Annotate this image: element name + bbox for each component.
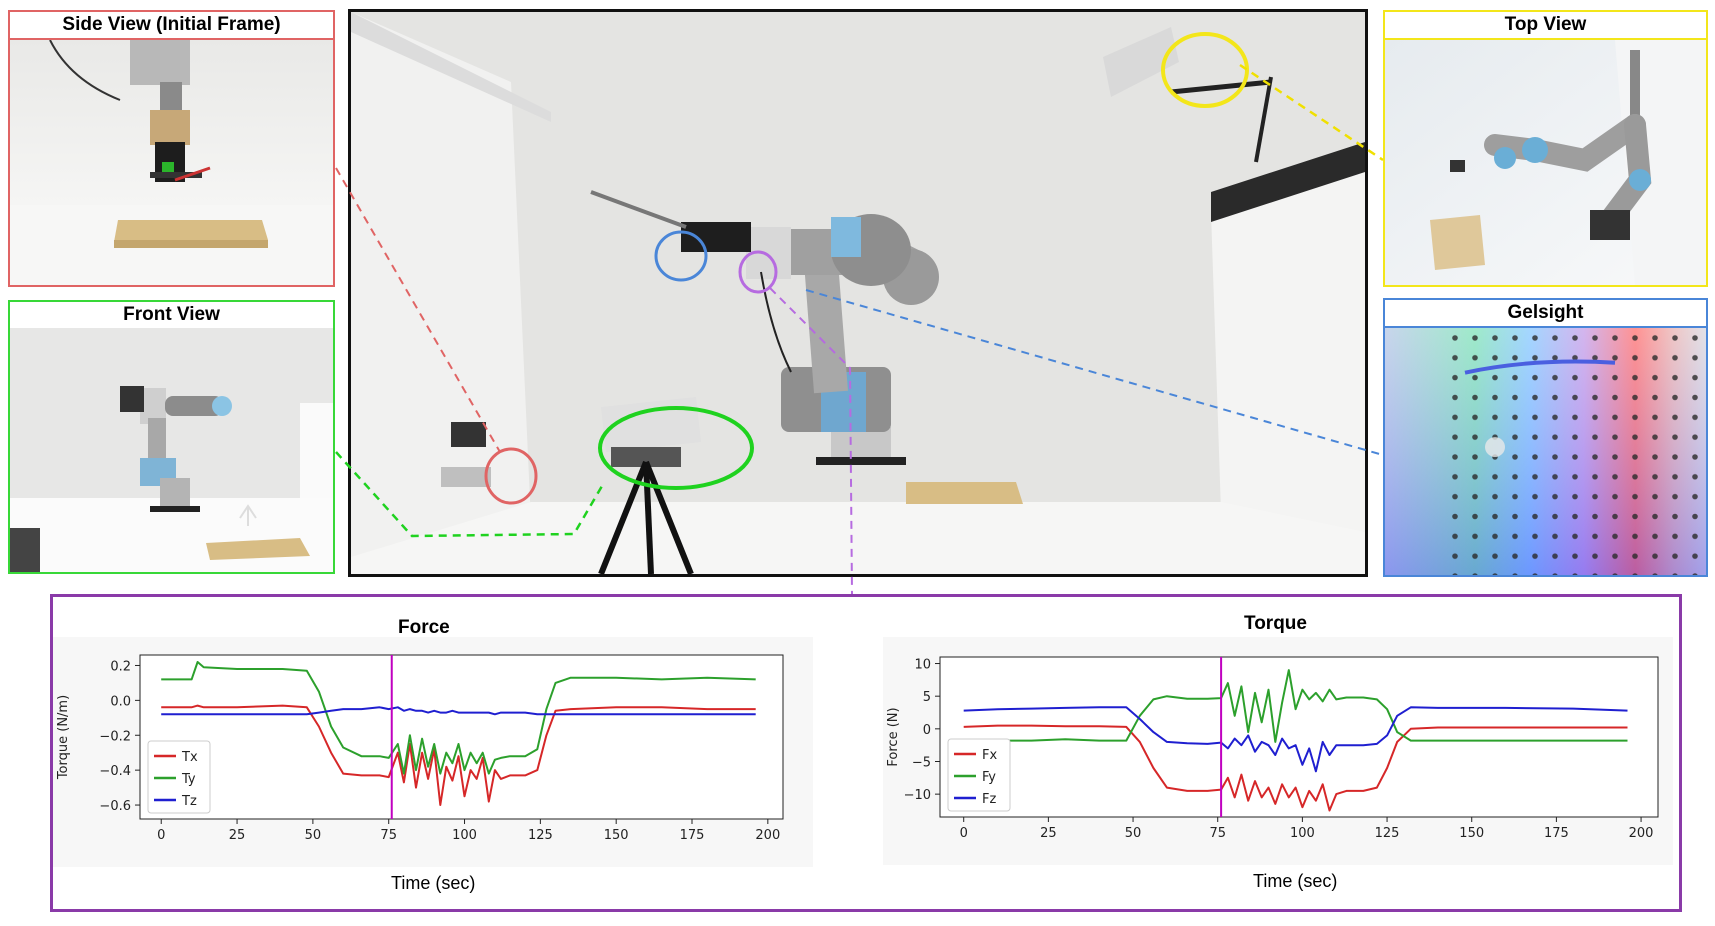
main-scene-image — [348, 9, 1368, 577]
plot-area — [939, 656, 1659, 818]
front-view-image — [10, 328, 333, 572]
force-torque-panel: Force Torque 0.2 0.0 −0.2 −0.4 −0.6 0 25 50 75 10… — [50, 594, 1682, 912]
y-tick-label: −0.4 — [99, 764, 131, 779]
front-view-title: Front View — [10, 302, 333, 330]
top-view-image — [1385, 40, 1706, 285]
left-chart-title: Force — [398, 617, 450, 638]
gelsight-image — [1385, 328, 1706, 575]
x-tick-label: 200 — [755, 828, 780, 843]
series-line-fx — [963, 724, 1628, 812]
x-tick-label: 150 — [1459, 826, 1484, 841]
x-tick-label: 75 — [380, 828, 397, 843]
y-tick-label: 5 — [923, 690, 931, 705]
series-line-tz — [161, 706, 756, 716]
top-view-title: Top View — [1385, 12, 1706, 40]
y-tick-label: −0.6 — [99, 799, 131, 814]
y-tick-label: −5 — [912, 755, 931, 770]
top-view-panel: Top View — [1383, 10, 1708, 287]
y-tick-label: −10 — [904, 788, 931, 803]
y-tick-label: 10 — [914, 658, 931, 673]
series-line-tx — [161, 704, 756, 806]
x-tick-label: 0 — [157, 828, 165, 843]
front-view-panel: Front View — [8, 300, 335, 574]
legend-label: Fy — [982, 770, 996, 785]
y-tick-label: −0.2 — [99, 729, 131, 744]
y-tick-label: 0 — [923, 723, 931, 738]
torque-chart: 0.2 0.0 −0.2 −0.4 −0.6 0 25 50 75 100 125 150 175 200… — [53, 637, 813, 867]
y-tick-label: 0.2 — [110, 659, 131, 674]
side-view-image — [10, 40, 333, 285]
x-tick-label: 175 — [1544, 826, 1569, 841]
gelsight-title: Gelsight — [1385, 300, 1706, 328]
x-tick-label: 25 — [229, 828, 246, 843]
legend-label: Tx — [181, 750, 198, 765]
x-tick-label: 150 — [604, 828, 629, 843]
x-tick-label: 0 — [960, 826, 968, 841]
x-tick-label: 175 — [680, 828, 705, 843]
series-line-fy — [963, 669, 1628, 743]
series-line-ty — [161, 661, 756, 775]
x-tick-label: 200 — [1629, 826, 1654, 841]
left-x-caption: Time (sec) — [391, 873, 476, 893]
x-tick-label: 75 — [1209, 826, 1226, 841]
legend-label: Fx — [982, 748, 997, 763]
gelsight-panel: Gelsight — [1383, 298, 1708, 577]
legend-box — [147, 740, 211, 814]
y-tick-label: 0.0 — [110, 694, 131, 709]
legend-label: Ty — [181, 772, 196, 787]
legend-box — [947, 738, 1011, 812]
y-axis-label: Force (N) — [886, 707, 901, 766]
x-tick-label: 125 — [1375, 826, 1400, 841]
x-tick-label: 50 — [305, 828, 322, 843]
legend-label: Fz — [982, 792, 996, 807]
x-tick-label: 100 — [1290, 826, 1315, 841]
x-tick-label: 50 — [1125, 826, 1142, 841]
x-tick-label: 25 — [1040, 826, 1057, 841]
y-axis-label: Torque (N/m) — [56, 695, 71, 780]
side-view-title: Side View (Initial Frame) — [10, 12, 333, 40]
plot-area — [139, 654, 784, 820]
legend-label: Tz — [181, 794, 197, 809]
x-tick-label: 125 — [528, 828, 553, 843]
right-chart-title: Torque — [1244, 613, 1307, 634]
right-x-caption: Time (sec) — [1253, 871, 1338, 891]
x-tick-label: 100 — [452, 828, 477, 843]
side-view-panel: Side View (Initial Frame) — [8, 10, 335, 287]
series-line-fz — [963, 706, 1628, 773]
